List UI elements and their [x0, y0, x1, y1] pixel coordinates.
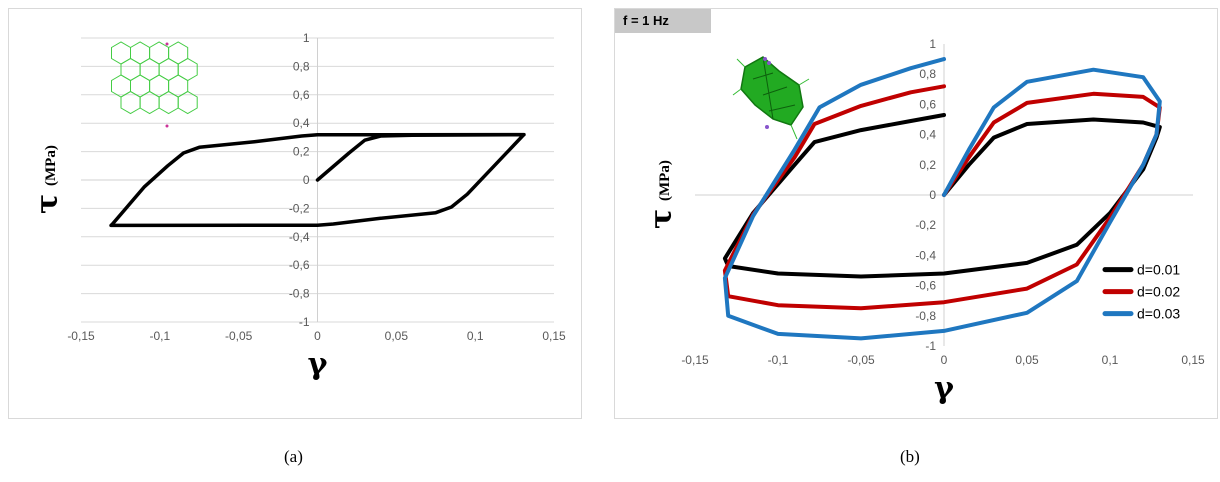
- x-tick-label: -0,15: [681, 353, 709, 367]
- y-tick-label: -0,8: [915, 309, 936, 323]
- x-axis-title: γ: [934, 371, 954, 406]
- y-tick-label: 0,4: [293, 116, 310, 130]
- series-line-3: [722, 57, 1162, 341]
- lattice-dot: [165, 124, 169, 128]
- lattice-shape: [740, 56, 804, 126]
- legend-label: d=0.03: [1137, 306, 1180, 322]
- x-tick-label: 0,15: [542, 329, 566, 343]
- lattice-dot: [765, 125, 769, 129]
- lattice-cell: [177, 90, 198, 115]
- legend-label: d=0.01: [1137, 262, 1180, 278]
- x-tick-label: 0,05: [1015, 353, 1039, 367]
- y-tick-label: 0,2: [919, 158, 936, 172]
- y-axis-title: τ (MPa): [30, 145, 65, 214]
- hexagonal-lattice-icon: [111, 41, 198, 128]
- lattice-dot: [165, 42, 169, 46]
- y-axis-symbol: τ: [30, 194, 65, 214]
- series-line-1: [109, 132, 526, 228]
- y-tick-label: -1: [299, 315, 310, 329]
- y-tick-label: 0: [303, 173, 310, 187]
- y-tick-label: 0,6: [919, 97, 936, 111]
- chart-svg-b: 1 0,8 0,6 0,4 0,2 0 -0,2 -0,4 -0,6 -0,8 -1 -0,15 -0,…: [644, 37, 1205, 406]
- x-tick-label: 0,15: [1181, 353, 1205, 367]
- y-tick-label: 0,8: [293, 59, 310, 73]
- y-tick-label: -0,6: [915, 279, 936, 293]
- x-axis-title: γ: [308, 347, 328, 382]
- y-tick-label: -0,4: [289, 230, 310, 244]
- x-tick-label: -0,1: [149, 329, 170, 343]
- x-tick-label: 0,05: [385, 329, 409, 343]
- y-axis-unit: (MPa): [43, 145, 59, 186]
- y-tick-label: 0,8: [919, 67, 936, 81]
- y-tick-label: -0,4: [915, 248, 936, 262]
- chart-panel-b: 1 0,8 0,6 0,4 0,2 0 -0,2 -0,4 -0,6 -0,8 -1 -0,15 -0,…: [614, 8, 1218, 419]
- y-tick-label: -0,2: [289, 201, 310, 215]
- y-tick-label: 0,2: [293, 145, 310, 159]
- x-tick-label: 0,1: [1102, 353, 1119, 367]
- y-tick-label: 1: [929, 37, 936, 51]
- y-tick-label: 0: [929, 188, 936, 202]
- y-axis-title: τ (MPa): [644, 160, 679, 229]
- x-tick-label: -0,1: [768, 353, 789, 367]
- frequency-tag: f = 1 Hz: [615, 9, 711, 33]
- legend-label: d=0.02: [1137, 284, 1180, 300]
- series-line-1: [722, 113, 1162, 279]
- green-lattice-icon: [732, 56, 810, 140]
- y-tick-label: -1: [925, 339, 936, 353]
- x-tick-label: -0,05: [847, 353, 875, 367]
- y-tick-label: -0,6: [289, 258, 310, 272]
- x-tick-label: -0,05: [225, 329, 253, 343]
- y-axis-symbol: τ: [644, 209, 679, 229]
- x-tick-label: -0,15: [67, 329, 95, 343]
- chart-panel-a: 1 0,8 0,6 0,4 0,2 0 -0,2 -0,4 -0,6 -0,8 -1 -0,15 -0,…: [8, 8, 582, 419]
- caption-b: (b): [900, 447, 920, 466]
- y-tick-label: 0,6: [293, 88, 310, 102]
- lattice-dot: [763, 57, 767, 61]
- caption-a: (a): [284, 447, 303, 466]
- y-tick-label: 0,4: [919, 128, 936, 142]
- series-line-2: [722, 84, 1162, 311]
- x-tick-label: 0: [314, 329, 321, 343]
- x-tick-label: 0: [941, 353, 948, 367]
- y-axis-unit: (MPa): [657, 160, 673, 201]
- legend: d=0.01 d=0.02 d=0.03: [1102, 262, 1180, 322]
- lattice-arms: [732, 58, 810, 140]
- y-tick-label: -0,2: [915, 218, 936, 232]
- y-tick-label: 1: [303, 31, 310, 45]
- y-tick-label: -0,8: [289, 287, 310, 301]
- lattice-dot: [767, 61, 771, 65]
- chart-svg-a: 1 0,8 0,6 0,4 0,2 0 -0,2 -0,4 -0,6 -0,8 -1 -0,15 -0,…: [30, 31, 566, 382]
- lattice-lines: [752, 56, 796, 120]
- x-tick-label: 0,1: [467, 329, 484, 343]
